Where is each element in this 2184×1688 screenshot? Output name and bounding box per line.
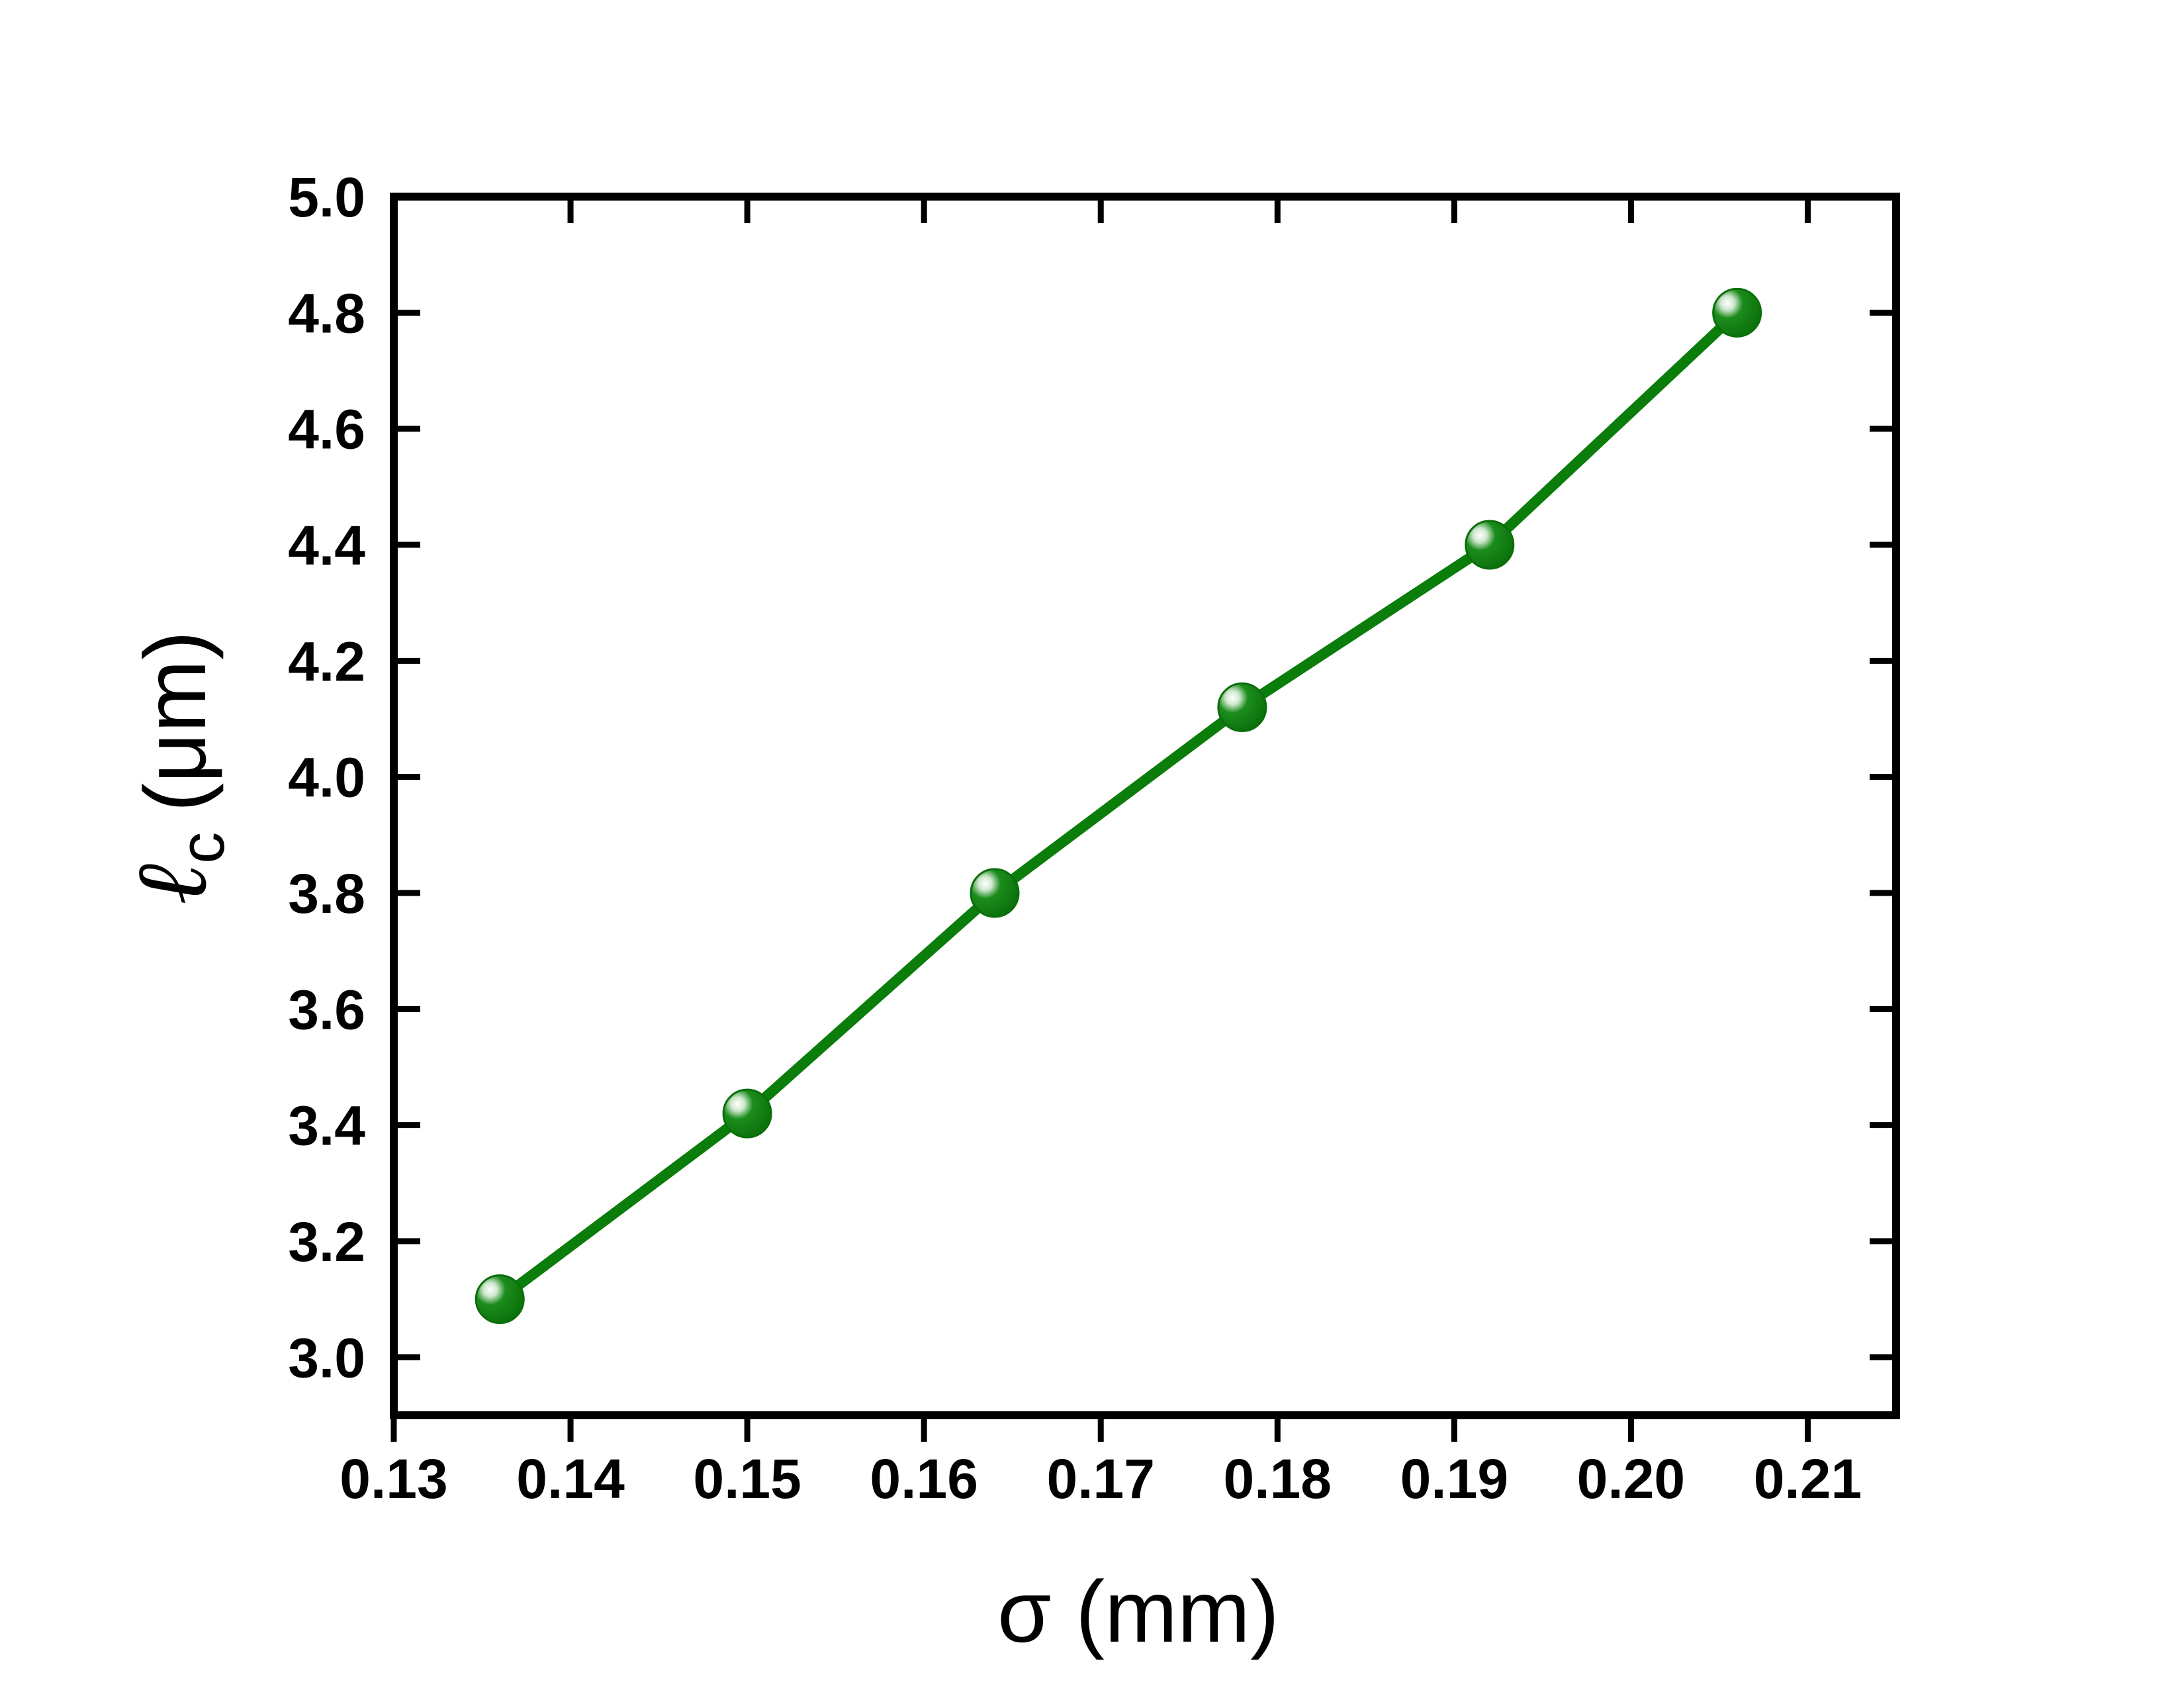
data-point	[475, 1274, 525, 1325]
data-point	[1712, 287, 1762, 338]
y-tick-label: 5.0	[288, 166, 365, 228]
x-tick-label: 0.18	[1224, 1448, 1332, 1510]
y-tick-label: 4.4	[288, 514, 365, 577]
y-tick-label: 3.6	[288, 978, 365, 1041]
y-tick-label: 4.6	[288, 399, 365, 461]
plot-frame	[390, 193, 1900, 1419]
x-tick-label: 0.21	[1754, 1448, 1862, 1510]
x-tick-label: 0.14	[516, 1448, 625, 1510]
y-axis-unit: (μm)	[126, 631, 224, 812]
y-axis-subscript: c	[167, 832, 238, 864]
data-point	[1465, 520, 1515, 570]
x-tick-label: 0.15	[693, 1448, 801, 1510]
x-tick-label: 0.13	[340, 1448, 448, 1510]
y-axis-label-text: ℓc (μm)	[114, 631, 238, 905]
y-tick-label: 3.2	[288, 1211, 365, 1273]
x-tick-label: 0.20	[1577, 1448, 1686, 1510]
data-point	[970, 868, 1020, 918]
data-point	[722, 1088, 772, 1139]
x-axis: 0.13 0.14 0.15 0.16 0.17 0.18 0.19 0.20 0.21	[340, 197, 1862, 1510]
x-tick-label: 0.19	[1400, 1448, 1509, 1510]
x-axis-label: σ (mm)	[997, 1563, 1279, 1660]
plot-frame-group	[390, 193, 1900, 1419]
y-axis-symbol: ℓ	[114, 864, 229, 905]
y-tick-label: 4.0	[288, 747, 365, 809]
y-tick-label: 4.8	[288, 282, 365, 344]
x-tick-label: 0.16	[870, 1448, 978, 1510]
x-tick-label: 0.17	[1046, 1448, 1155, 1510]
y-tick-label: 3.4	[288, 1095, 365, 1157]
y-axis: 3.0 3.2 3.4 3.6 3.8 4.0 4.2 4.4 4.6 4.8 5.0	[288, 166, 1896, 1389]
series-line	[494, 307, 1743, 1305]
y-axis-label: ℓc (μm)	[114, 631, 238, 905]
data-point	[1217, 682, 1267, 732]
series-layer	[475, 287, 1762, 1325]
y-tick-label: 3.8	[288, 863, 365, 925]
y-tick-label: 4.2	[288, 630, 365, 692]
y-tick-label: 3.0	[288, 1327, 365, 1389]
